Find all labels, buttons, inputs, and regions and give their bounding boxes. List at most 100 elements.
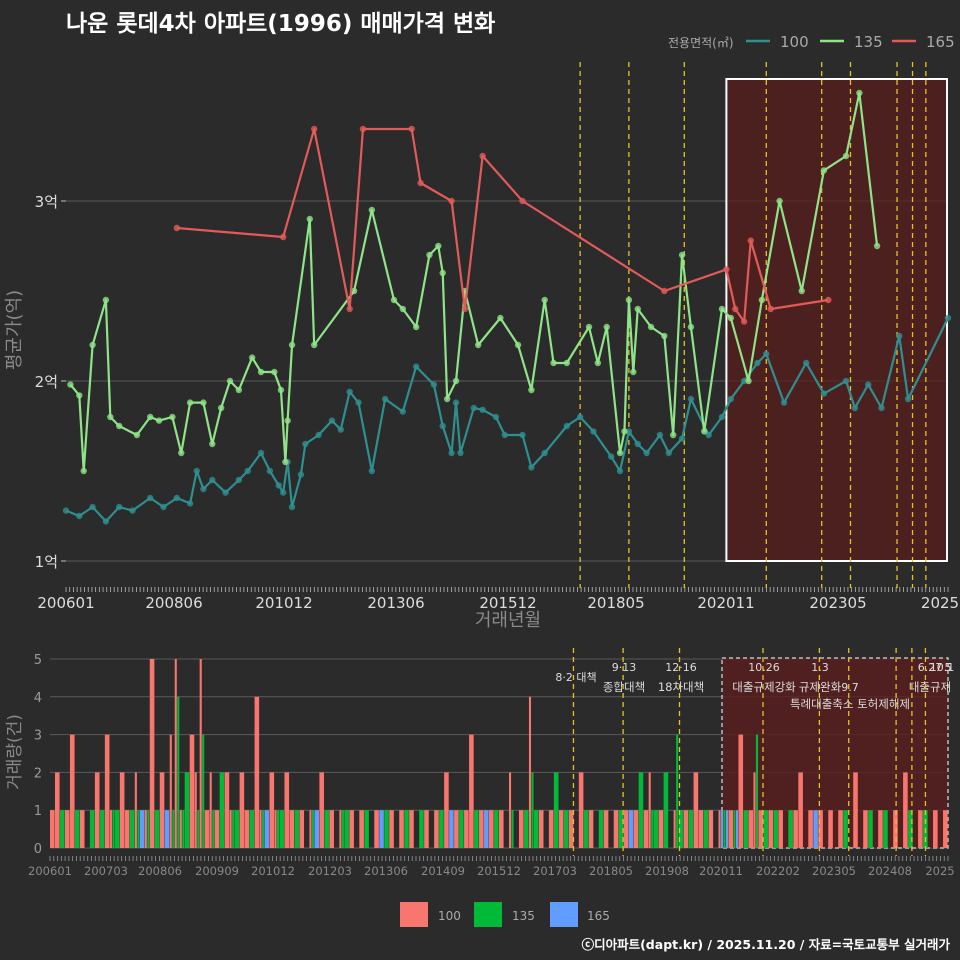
volume-bar-100 [199, 659, 202, 848]
volume-bar-100 [204, 810, 210, 848]
volume-bar-135 [59, 810, 65, 848]
data-point-165 [723, 266, 730, 273]
volume-bar-100 [588, 810, 594, 848]
data-point-165 [448, 197, 455, 205]
data-point-100 [200, 485, 207, 493]
data-point-100 [896, 332, 903, 340]
volume-bar-100 [269, 772, 275, 848]
volume-bar-135 [249, 810, 255, 848]
volume-bar-135 [262, 810, 265, 848]
legend-key-165 [550, 902, 578, 927]
data-point-100 [412, 363, 420, 370]
data-point-135 [603, 323, 610, 331]
data-point-100 [244, 467, 251, 475]
x-tick-label: 201306 [367, 594, 424, 612]
volume-bar-100 [349, 810, 354, 848]
volume-bar-100 [194, 772, 197, 848]
data-point-100 [89, 503, 96, 511]
data-point-135 [563, 359, 571, 367]
legend-label-165: 165 [587, 909, 610, 923]
volume-bar-135 [676, 734, 679, 848]
data-point-135 [776, 197, 783, 205]
data-point-135 [282, 458, 289, 466]
volume-bar-100 [499, 810, 504, 848]
data-point-100 [186, 500, 194, 507]
volume-bar-100 [528, 696, 532, 848]
volume-bar-100 [124, 810, 130, 848]
data-point-135 [248, 354, 256, 361]
data-point-165 [359, 125, 367, 133]
volume-bar-100 [708, 810, 714, 848]
volume-bar-100 [878, 810, 883, 848]
data-point-100 [193, 467, 200, 475]
data-point-135 [528, 386, 535, 394]
volume-bar-100 [793, 810, 798, 848]
data-point-135 [842, 152, 850, 160]
data-point-135 [820, 167, 828, 174]
policy-label: 6.27 [918, 661, 943, 674]
legend-label-165: 165 [926, 33, 955, 51]
data-point-165 [732, 305, 739, 313]
data-point-100 [448, 449, 455, 457]
volume-bar-100 [94, 772, 100, 848]
x-tick-label: 202011 [697, 594, 754, 612]
volume-bar-100 [424, 810, 429, 848]
data-point-100 [492, 413, 500, 421]
volume-bar-100 [159, 772, 165, 848]
data-point-135 [701, 428, 708, 435]
data-point-135 [798, 287, 805, 295]
data-point-100 [76, 512, 83, 520]
volume-bar-165 [721, 810, 724, 848]
data-point-165 [408, 125, 415, 133]
volume-bar-135 [202, 734, 205, 848]
series-line-165 [176, 127, 829, 323]
volume-bar-100 [718, 810, 721, 848]
volume-bar-100 [329, 810, 334, 848]
volume-bar-100 [299, 810, 305, 848]
bar-x-tick-label: 202202 [756, 864, 800, 878]
volume-bar-135 [459, 810, 464, 848]
volume-bar-135 [182, 810, 185, 848]
data-point-135 [594, 359, 602, 367]
volume-bar-135 [663, 772, 669, 848]
legend-title: 전용면적(㎡) [668, 36, 734, 50]
policy-label-detail: 규제완화 [799, 680, 842, 694]
data-point-135 [115, 422, 123, 430]
data-point-165 [173, 224, 181, 232]
data-point-135 [435, 242, 442, 250]
data-point-100 [687, 395, 695, 403]
top-axes: 1억 2억 3억 200601 200806 201012 201306 201512 2018… [35, 193, 959, 612]
volume-bar-135 [364, 810, 369, 848]
volume-bar-165 [735, 810, 739, 848]
data-point-135 [634, 305, 641, 313]
volume-bar-165 [314, 810, 319, 848]
volume-bar-100 [309, 810, 312, 848]
volume-bar-135 [219, 772, 225, 848]
volume-bar-100 [818, 810, 823, 848]
bar-y-tick-label: 1 [34, 804, 42, 819]
volume-bar-135 [74, 810, 80, 848]
volume-bar-100 [778, 810, 783, 848]
bar-x-tick-label: 201703 [533, 864, 577, 878]
volume-bar-100 [119, 772, 125, 848]
volume-bar-165 [813, 810, 818, 848]
volume-bar-100 [389, 810, 394, 848]
data-point-135 [350, 287, 358, 295]
volume-bar-135 [703, 810, 709, 848]
bottom-axes: 0 1 2 3 4 5 200601 200703 200806 200909 201012 2012… [28, 653, 955, 878]
volume-bar-135 [232, 810, 235, 848]
data-point-100 [399, 408, 407, 415]
data-point-135 [226, 377, 234, 385]
policy-label: 1.3 [811, 661, 829, 674]
legend-key-135 [474, 902, 502, 927]
highlight-region [725, 78, 949, 562]
data-point-135 [288, 341, 296, 349]
x-axis-label: 거래년월 [475, 610, 541, 631]
data-point-135 [621, 428, 628, 435]
volume-bar-chart: 8·2 대책 9·13 종합대책 12·16 18차대책 10.26 대출규제강화 1.3 규제… [5, 648, 955, 878]
volume-bar-100 [698, 810, 704, 848]
volume-bar-135 [404, 810, 409, 848]
volume-bar-100 [933, 810, 938, 848]
data-point-135 [616, 449, 624, 457]
volume-bar-135 [341, 810, 344, 848]
